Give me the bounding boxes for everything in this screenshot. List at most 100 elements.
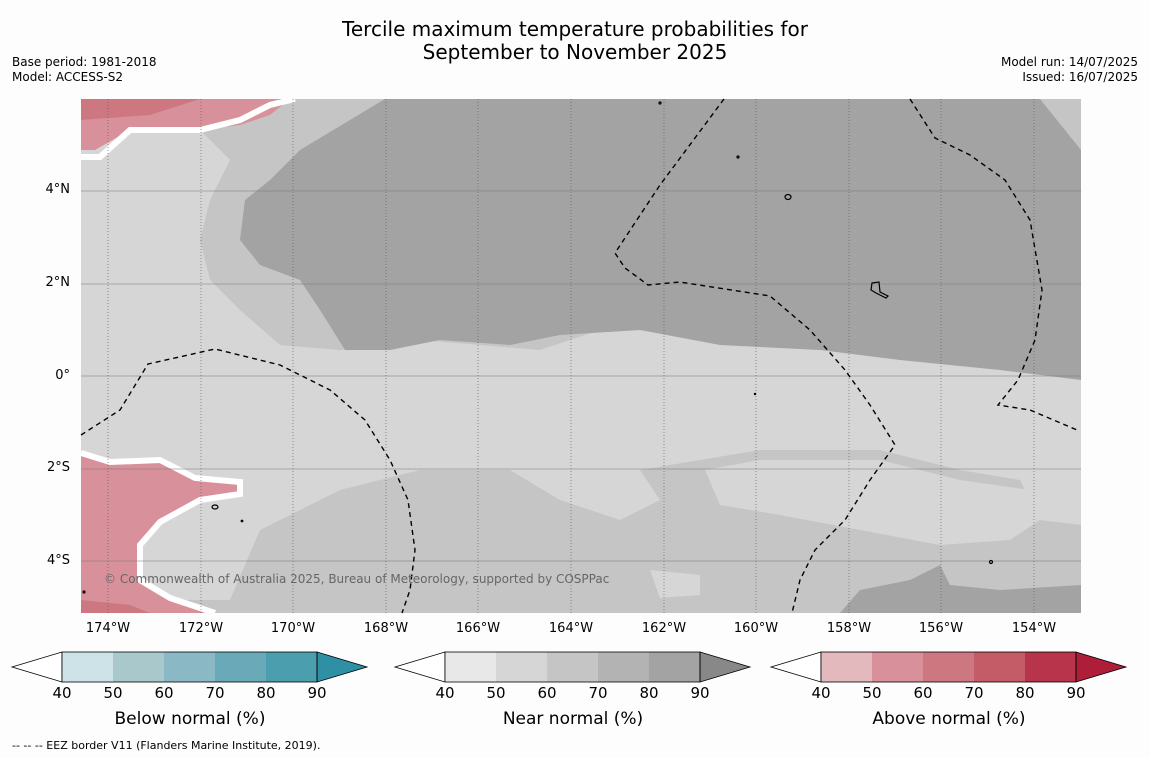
title-line-2: September to November 2025 xyxy=(422,40,728,64)
lon-label-158w: 158°W xyxy=(826,621,872,636)
colorbar-below-high-arrow xyxy=(316,651,369,683)
gridlines xyxy=(81,190,1081,562)
colorbar-below-tick: 80 xyxy=(256,684,276,702)
meta-left: Base period: 1981-2018 Model: ACCESS-S2 xyxy=(12,55,157,85)
island-2 xyxy=(870,281,890,299)
island-6 xyxy=(240,519,244,523)
colorbar-near xyxy=(393,651,752,683)
colorbar-above-frame xyxy=(820,651,1077,683)
colorbar-near-tick: 50 xyxy=(486,684,506,702)
lon-label-166w: 166°W xyxy=(455,621,501,636)
colorbar-above-tick: 50 xyxy=(862,684,882,702)
colorbar-above-tick: 80 xyxy=(1015,684,1035,702)
island-1 xyxy=(784,193,792,201)
island-4 xyxy=(658,101,662,105)
colorbar-above-tick: 70 xyxy=(964,684,984,702)
colorbar-below-low-arrow xyxy=(10,651,63,683)
colorbar-below-swatch-1 xyxy=(62,652,113,682)
colorbar-near-swatch-5 xyxy=(649,652,700,682)
lon-label-162w: 162°W xyxy=(641,621,687,636)
islands xyxy=(82,101,994,594)
meta-right: Model run: 14/07/2025 Issued: 16/07/2025 xyxy=(1001,55,1138,85)
lon-label-156w: 156°W xyxy=(918,621,964,636)
near-normal-60-region xyxy=(240,99,1081,380)
colorbar-near-swatch-1 xyxy=(445,652,496,682)
lon-label-168w: 168°W xyxy=(363,621,409,636)
lat-label-4s: 4°S xyxy=(46,553,70,568)
lon-label-164w: 164°W xyxy=(548,621,594,636)
probability-field xyxy=(81,99,1081,613)
colorbar-above-title: Above normal (%) xyxy=(872,709,1026,729)
colorbar-above-tick: 40 xyxy=(811,684,831,702)
colorbar-near-swatch-3 xyxy=(547,652,598,682)
colorbar-above-swatch-4 xyxy=(974,652,1025,682)
colorbar-below-swatch-4 xyxy=(215,652,266,682)
issued-date: Issued: 16/07/2025 xyxy=(1022,70,1138,84)
colorbar-above xyxy=(769,651,1128,683)
colorbar-near-frame xyxy=(444,651,701,683)
colorbar-near-swatch-2 xyxy=(496,652,547,682)
eez-legend-note: -- -- -- EEZ border V11 (Flanders Marine… xyxy=(12,739,321,752)
colorbar-below-swatch-5 xyxy=(266,652,317,682)
lat-label-0: 0° xyxy=(55,368,70,383)
colorbar-near-tick: 80 xyxy=(639,684,659,702)
colorbar-above-tick: 90 xyxy=(1066,684,1086,702)
near-normal-40-patch-small xyxy=(650,570,700,598)
eez-borders xyxy=(80,98,1078,614)
above-normal-boundary-sw xyxy=(81,450,243,613)
island-3 xyxy=(736,155,740,159)
colorbar-above-swatch-3 xyxy=(923,652,974,682)
lon-label-154w: 154°W xyxy=(1011,621,1057,636)
colorbar-below-tick: 70 xyxy=(205,684,225,702)
near-normal-40-patch xyxy=(705,460,1040,545)
above-normal-60-sw xyxy=(81,600,150,613)
colorbar-below-swatch-3 xyxy=(164,652,215,682)
lat-label-2n: 2°N xyxy=(45,275,71,290)
lat-label-2s: 2°S xyxy=(46,460,70,475)
above-normal-60-nw xyxy=(81,99,200,120)
colorbar-near-tick: 70 xyxy=(588,684,608,702)
colorbar-below-frame xyxy=(61,651,318,683)
above-normal-boundary-nw xyxy=(81,99,296,160)
map-title: Tercile maximum temperature probabilitie… xyxy=(0,18,1150,64)
colorbar-below-tick: 50 xyxy=(103,684,123,702)
colorbar-below-swatch-2 xyxy=(113,652,164,682)
colorbar-near-tick: 90 xyxy=(690,684,710,702)
base-period: Base period: 1981-2018 xyxy=(12,55,157,69)
colorbar-near-swatch-4 xyxy=(598,652,649,682)
colorbar-near-tick: 60 xyxy=(537,684,557,702)
colorbar-above-swatch-2 xyxy=(872,652,923,682)
model-name: Model: ACCESS-S2 xyxy=(12,70,124,84)
island-8 xyxy=(753,392,757,396)
colorbar-below-title: Below normal (%) xyxy=(114,709,266,729)
colorbar-below xyxy=(10,651,369,683)
eez-border-east xyxy=(909,98,1078,431)
above-normal-50-sw xyxy=(81,455,238,613)
eez-border-west xyxy=(80,348,416,614)
colorbar-above-low-arrow xyxy=(769,651,822,683)
colorbar-below-tick: 60 xyxy=(154,684,174,702)
lon-label-170w: 170°W xyxy=(270,621,316,636)
island-7 xyxy=(988,559,994,565)
near-normal-60-region-south xyxy=(840,565,1081,613)
colorbar-below-tick: 90 xyxy=(307,684,327,702)
lon-label-172w: 172°W xyxy=(178,621,224,636)
island-9 xyxy=(82,590,86,594)
copyright-notice: © Commonwealth of Australia 2025, Bureau… xyxy=(104,572,610,586)
colorbar-above-swatch-5 xyxy=(1025,652,1076,682)
colorbar-near-low-arrow xyxy=(393,651,446,683)
colorbar-above-tick: 60 xyxy=(913,684,933,702)
colorbar-near-high-arrow xyxy=(699,651,752,683)
lat-label-4n: 4°N xyxy=(45,182,71,197)
colorbar-near-title: Near normal (%) xyxy=(502,709,644,729)
island-5 xyxy=(211,504,219,510)
lon-label-174w: 174°W xyxy=(85,621,131,636)
colorbar-above-high-arrow xyxy=(1075,651,1128,683)
title-line-1: Tercile maximum temperature probabilitie… xyxy=(342,17,808,41)
model-run: Model run: 14/07/2025 xyxy=(1000,55,1138,69)
lon-label-160w: 160°W xyxy=(733,621,779,636)
colorbar-near-tick: 40 xyxy=(435,684,455,702)
colorbar-above-swatch-1 xyxy=(821,652,872,682)
colorbar-below-tick: 40 xyxy=(52,684,72,702)
